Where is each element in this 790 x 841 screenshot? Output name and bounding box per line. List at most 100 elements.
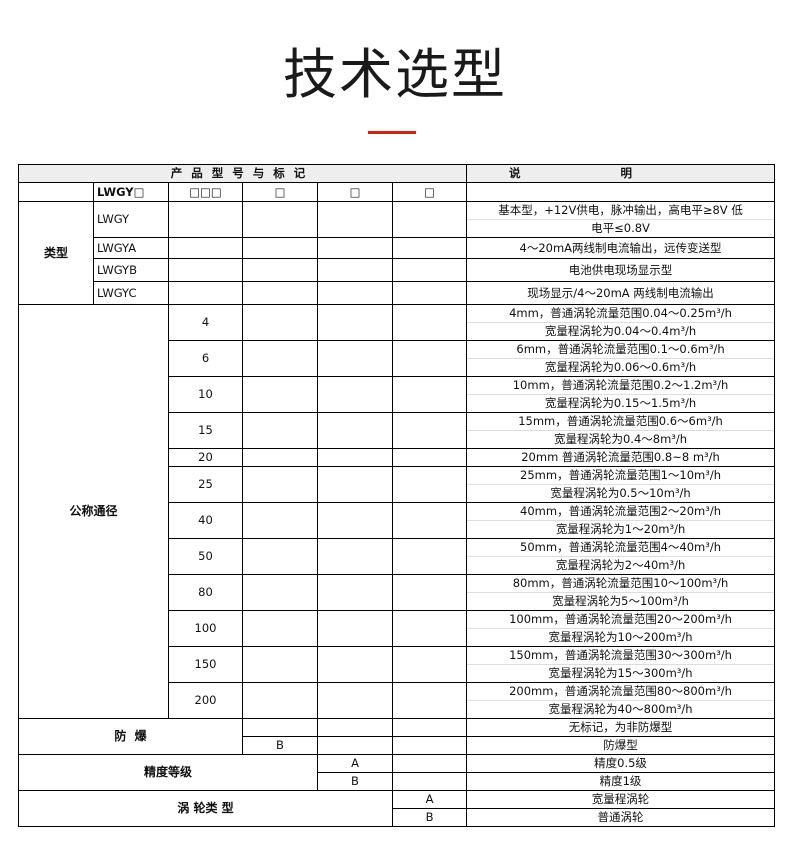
- explosion-code: [242, 718, 318, 737]
- empty-cell: [317, 237, 393, 259]
- description-line: 15mm，普通涡轮流量范围0.6～6m³/h: [518, 414, 723, 428]
- empty-cell: [317, 502, 393, 539]
- description-line: 宽量程涡轮为1～20m³/h: [467, 520, 774, 538]
- description-cell: 基本型，+12V供电，脉冲输出，高电平≥8V 低电平≤0.8V: [466, 201, 776, 238]
- empty-cell: [242, 574, 318, 611]
- empty-cell: [168, 281, 243, 305]
- empty-cell: [317, 610, 393, 647]
- empty-cell: [391, 754, 468, 773]
- empty-cell: [168, 258, 243, 282]
- empty-cell: [391, 646, 468, 683]
- empty-cell: [242, 502, 318, 539]
- description-line: 电平≤0.8V: [467, 219, 774, 237]
- code-cell: □: [242, 182, 318, 202]
- type-label: 类型: [18, 201, 94, 305]
- description-cell: 精度1级: [466, 772, 776, 791]
- description-line: 宽量程涡轮为0.04～0.4m³/h: [467, 322, 774, 340]
- empty-cell: [391, 772, 468, 791]
- description-line: 80mm，普通涡轮流量范围10～100m³/h: [512, 576, 729, 590]
- diameter-label: 公称通径: [18, 304, 169, 719]
- page-title: 技术选型: [283, 43, 507, 106]
- explosion-code: B: [242, 736, 318, 755]
- code-cell: LWGY□: [93, 182, 169, 202]
- accuracy-label: 精度等级: [18, 754, 318, 791]
- description-line: 100mm，普通涡轮流量范围20～200m³/h: [509, 612, 732, 626]
- diameter-value: 6: [168, 340, 243, 377]
- empty-cell: [242, 466, 318, 503]
- empty-cell: [242, 237, 318, 259]
- description-cell: 150mm，普通涡轮流量范围30～300m³/h 宽量程涡轮为15～300m³/h: [466, 646, 776, 683]
- diameter-value: 40: [168, 502, 243, 539]
- explosion-label: 防 爆: [18, 718, 243, 755]
- description-cell: 精度0.5级: [466, 754, 776, 773]
- turbine-code: B: [391, 808, 468, 827]
- diameter-value: 50: [168, 538, 243, 575]
- empty-cell: [391, 448, 468, 467]
- type-row: LWGYA 4～20mA两线制电流输出，远传变送型: [19, 237, 776, 259]
- description-cell: 10mm，普通涡轮流量范围0.2～1.2m³/h 宽量程涡轮为0.15～1.5m³…: [466, 376, 776, 413]
- header-desc: 说明: [466, 164, 776, 183]
- empty-cell: [317, 538, 393, 575]
- description-cell: 电池供电现场显示型: [466, 258, 776, 282]
- diameter-row: 10 10mm，普通涡轮流量范围0.2～1.2m³/h 宽量程涡轮为0.15～1.5…: [19, 376, 776, 413]
- empty-cell: [317, 682, 393, 719]
- empty-cell: [317, 736, 393, 755]
- diameter-row: 6 6mm，普通涡轮流量范围0.1～0.6m³/h 宽量程涡轮为0.06～0.6m³…: [19, 340, 776, 377]
- description-cell: 防爆型: [466, 736, 776, 755]
- empty-cell: [391, 466, 468, 503]
- description-cell: 100mm，普通涡轮流量范围20～200m³/h 宽量程涡轮为10～200m³/h: [466, 610, 776, 647]
- selection-table: 产品型号与标记 说明 LWGY□ □□□ □ □ □ 类型 LWGY 基本型，+12…: [17, 164, 776, 827]
- description-line: 现场显示/4～20mA 两线制电流输出: [527, 285, 714, 300]
- accuracy-code: A: [317, 754, 393, 773]
- empty-cell: [317, 448, 393, 467]
- title-underline: [368, 131, 416, 134]
- explosion-row: 防 爆 无标记，为非防爆型: [18, 718, 776, 755]
- turbine-code: A: [391, 790, 468, 809]
- description-line: 宽量程涡轮为2～40m³/h: [467, 556, 774, 574]
- diameter-value: 25: [168, 466, 243, 503]
- diameter-row: 40 40mm，普通涡轮流量范围2～20m³/h 宽量程涡轮为1～20m³/h: [19, 502, 776, 539]
- empty-cell: [242, 258, 318, 282]
- code-cell: [466, 182, 776, 202]
- code-cell: □□□: [168, 182, 243, 202]
- empty-cell: [391, 718, 468, 737]
- description-cell: 宽量程涡轮: [466, 790, 776, 809]
- empty-cell: [317, 646, 393, 683]
- type-row: 类型 LWGY 基本型，+12V供电，脉冲输出，高电平≥8V 低电平≤0.8V: [18, 201, 776, 305]
- diameter-row: 80 80mm，普通涡轮流量范围10～100m³/h 宽量程涡轮为5～100m³/h: [19, 574, 776, 611]
- empty-cell: [242, 682, 318, 719]
- empty-cell: [391, 340, 468, 377]
- header-row: 产品型号与标记 说明: [17, 164, 776, 183]
- code-cell: [18, 182, 94, 202]
- empty-cell: [391, 237, 468, 259]
- empty-cell: [391, 736, 468, 755]
- code-cell: □: [317, 182, 393, 202]
- diameter-row: 公称通径 4 4mm，普通涡轮流量范围0.04～0.25m³/h 宽量程涡轮为0.04…: [18, 304, 776, 719]
- description-line: 40mm，普通涡轮流量范围2～20m³/h: [520, 504, 722, 518]
- code-row: LWGY□ □□□ □ □ □: [18, 182, 776, 202]
- description-line: 200mm，普通涡轮流量范围80～800m³/h: [509, 684, 732, 698]
- empty-cell: [391, 201, 468, 238]
- empty-cell: [391, 412, 468, 449]
- description-line: 宽量程涡轮为0.06～0.6m³/h: [467, 358, 774, 376]
- description-cell: 40mm，普通涡轮流量范围2～20m³/h 宽量程涡轮为1～20m³/h: [466, 502, 776, 539]
- turbine-row: B 普通涡轮: [19, 808, 776, 827]
- description-line: 宽量程涡轮为10～200m³/h: [467, 628, 774, 646]
- empty-cell: [242, 610, 318, 647]
- empty-cell: [391, 258, 468, 282]
- description-cell: 15mm，普通涡轮流量范围0.6～6m³/h 宽量程涡轮为0.4～8m³/h: [466, 412, 776, 449]
- empty-cell: [317, 412, 393, 449]
- diameter-value: 4: [168, 304, 243, 341]
- empty-cell: [242, 340, 318, 377]
- description-line: 4～20mA两线制电流输出，远传变送型: [519, 240, 722, 255]
- diameter-row: 150 150mm，普通涡轮流量范围30～300m³/h 宽量程涡轮为15～300m…: [19, 646, 776, 683]
- empty-cell: [391, 610, 468, 647]
- empty-cell: [317, 258, 393, 282]
- description-line: 宽量程涡轮为15～300m³/h: [467, 664, 774, 682]
- description-line: 宽量程涡轮为5～100m³/h: [467, 592, 774, 610]
- description-cell: 80mm，普通涡轮流量范围10～100m³/h 宽量程涡轮为5～100m³/h: [466, 574, 776, 611]
- empty-cell: [391, 281, 468, 305]
- description-cell: 现场显示/4～20mA 两线制电流输出: [466, 281, 776, 305]
- description-cell: 20mm 普通涡轮流量范围0.8~8 m³/h: [466, 448, 776, 467]
- description-cell: 50mm，普通涡轮流量范围4～40m³/h 宽量程涡轮为2～40m³/h: [466, 538, 776, 575]
